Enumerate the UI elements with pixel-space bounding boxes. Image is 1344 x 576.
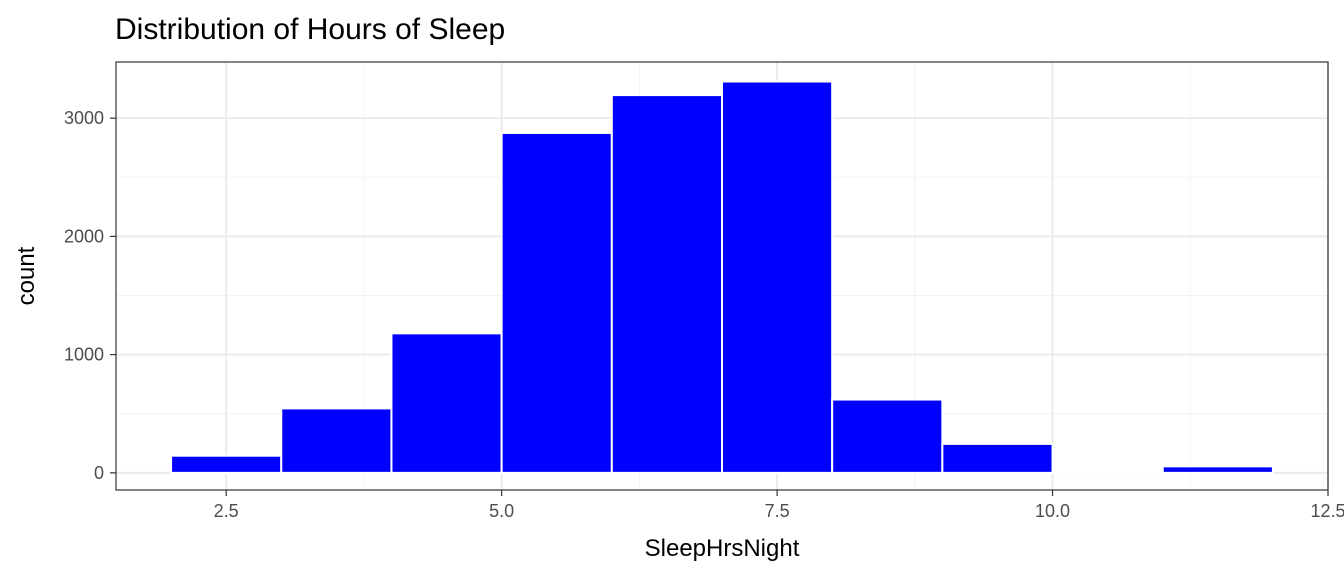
histogram-bar-8 [941, 442, 1054, 474]
y-axis: 0 1000 2000 3000 [64, 108, 116, 483]
histogram-bar-6 [721, 80, 834, 474]
histogram-bar-5 [610, 94, 723, 474]
x-tick-label: 2.5 [214, 501, 239, 521]
x-axis: 2.5 5.0 7.5 10.0 12.5 [214, 490, 1344, 521]
histogram-bar-1 [170, 454, 283, 474]
x-tick-label: 7.5 [765, 501, 790, 521]
histogram-bars [170, 80, 1274, 474]
plot-panel [115, 61, 1329, 491]
histogram-bar-2 [280, 407, 393, 474]
y-tick-label: 2000 [64, 226, 104, 246]
x-tick-label: 5.0 [489, 501, 514, 521]
panel-border [115, 61, 1329, 491]
x-tick-label: 10.0 [1035, 501, 1070, 521]
x-tick-label: 12.5 [1310, 501, 1344, 521]
y-tick-label: 3000 [64, 108, 104, 128]
y-axis-title: count [13, 246, 40, 305]
chart-title: Distribution of Hours of Sleep [115, 13, 505, 46]
histogram-bar-3 [390, 332, 503, 474]
histogram-bar-10 [1161, 465, 1274, 474]
histogram-bar-9 [1051, 470, 1164, 474]
histogram-bar-7 [831, 398, 944, 474]
histogram-bar-4 [500, 131, 613, 474]
x-axis-title: SleepHrsNight [645, 535, 800, 562]
y-tick-label: 0 [94, 463, 104, 483]
y-tick-label: 1000 [64, 345, 104, 365]
